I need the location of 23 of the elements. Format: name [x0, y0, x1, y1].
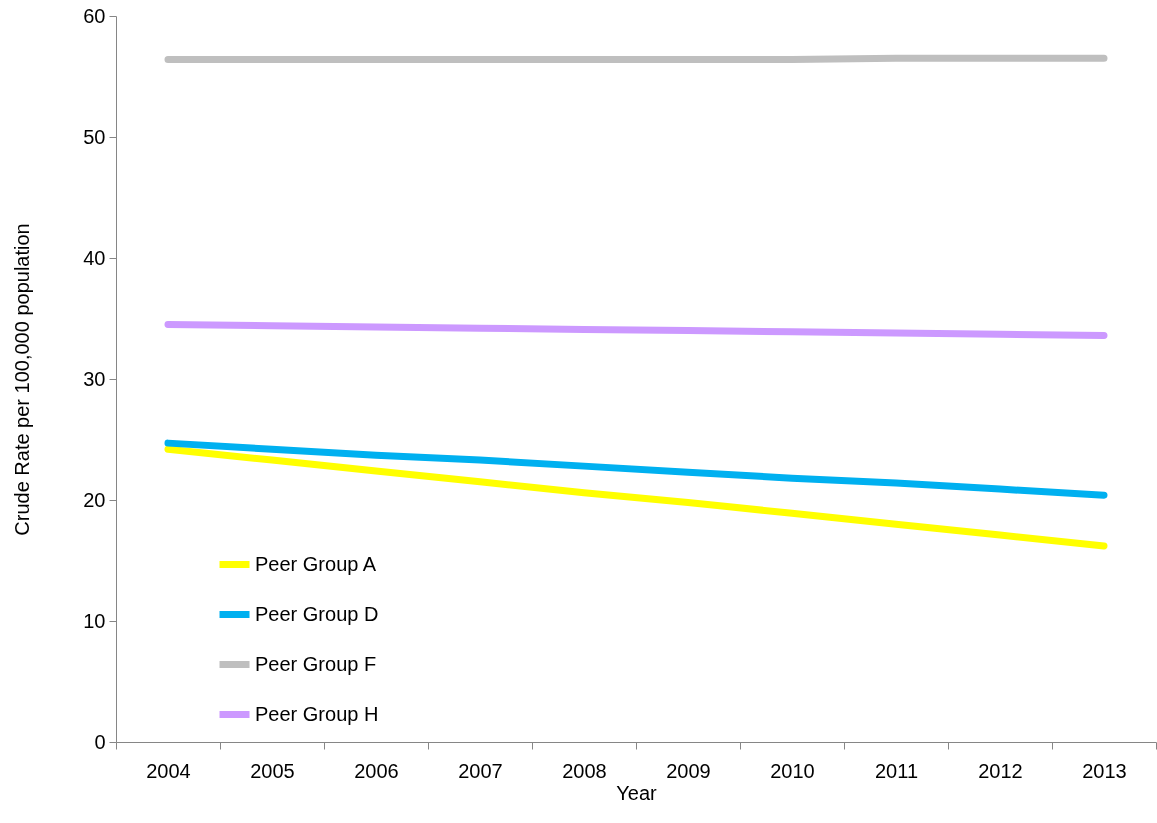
legend-label: Peer Group D — [255, 602, 379, 625]
x-tick-label: 2012 — [978, 759, 1023, 782]
x-tick-label: 2008 — [562, 759, 607, 782]
x-tick-label: 2009 — [666, 759, 711, 782]
y-tick-label: 40 — [83, 246, 106, 269]
legend-label: Peer Group H — [255, 702, 379, 725]
x-axis-title: Year — [616, 781, 658, 804]
legend-label: Peer Group F — [255, 652, 377, 675]
y-tick-label: 60 — [83, 4, 106, 27]
x-tick-label: 2004 — [146, 759, 191, 782]
y-tick-label: 30 — [83, 367, 106, 390]
y-tick-label: 50 — [83, 125, 106, 148]
x-tick-label: 2005 — [250, 759, 295, 782]
y-tick-label: 10 — [83, 609, 106, 632]
x-tick-label: 2006 — [354, 759, 399, 782]
x-tick-label: 2013 — [1082, 759, 1127, 782]
x-tick-label: 2010 — [770, 759, 815, 782]
x-tick-label: 2011 — [874, 759, 919, 782]
x-tick-label: 2007 — [458, 759, 503, 782]
y-tick-label: 20 — [83, 488, 106, 511]
legend-label: Peer Group A — [255, 552, 377, 575]
y-tick-label: 0 — [94, 730, 106, 753]
y-axis-title: Crude Rate per 100,000 population — [11, 223, 34, 536]
